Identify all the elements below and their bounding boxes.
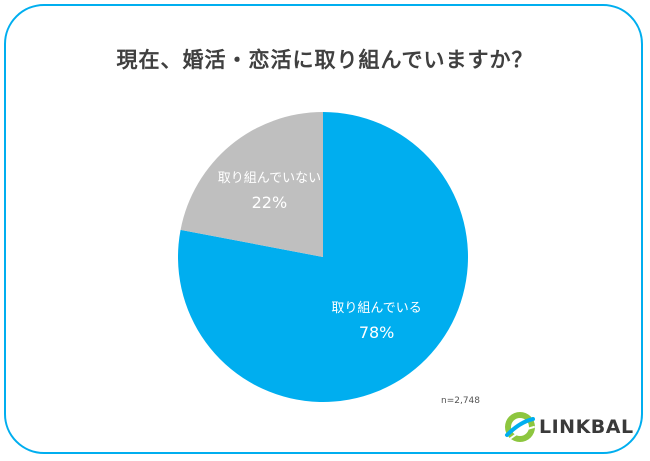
slice-value-0: 78% xyxy=(359,323,395,342)
slice-label-0: 取り組んでいる xyxy=(331,301,421,316)
chart-title: 現在、婚活・恋活に取り組んでいますか？ xyxy=(116,48,534,72)
linkbal-logo-icon xyxy=(505,412,535,442)
sample-size: n=2,748 xyxy=(441,396,481,406)
slice-label-1: 取り組んでいない xyxy=(218,171,321,186)
brand-name: LINKBAL xyxy=(539,416,634,438)
chart-frame xyxy=(4,4,643,454)
slice-value-1: 22% xyxy=(252,193,288,212)
pie-slice-1 xyxy=(180,112,323,257)
brand-logo: LINKBAL xyxy=(503,410,633,444)
pie-slice-0 xyxy=(178,112,469,403)
